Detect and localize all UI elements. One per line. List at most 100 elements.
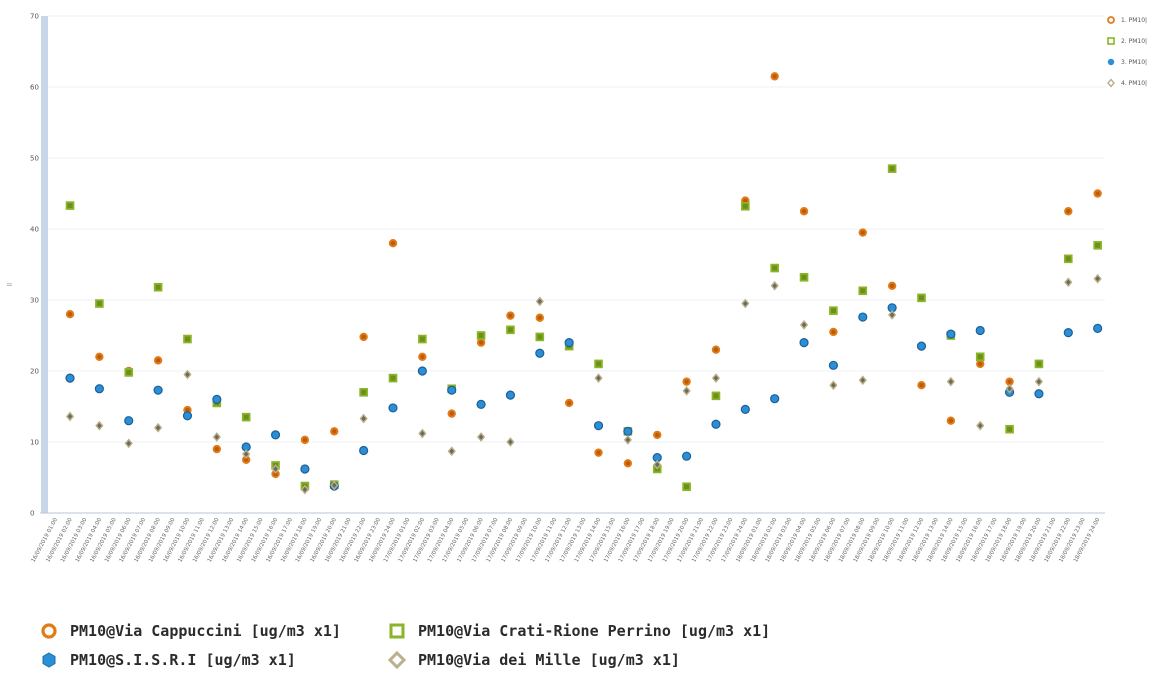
data-point-series-1 (917, 381, 926, 390)
y-tick-label: 60 (30, 84, 39, 92)
data-point-series-1 (212, 444, 222, 454)
data-point-series-2 (153, 282, 163, 292)
data-point-series-1 (799, 207, 809, 216)
data-point-series-2 (1063, 254, 1073, 264)
data-point-series-4 (653, 459, 662, 470)
data-point-series-3 (359, 445, 369, 456)
data-point-series-3 (270, 430, 281, 440)
top-legend-label[interactable]: 4. PM10| (1121, 80, 1147, 87)
top-legend-label[interactable]: 1. PM10| (1121, 17, 1147, 24)
data-point-series-4 (476, 432, 486, 442)
blue-hexagon-icon (42, 652, 56, 668)
data-point-series-4 (300, 484, 310, 495)
data-point-series-1 (65, 310, 75, 319)
data-point-series-1 (95, 352, 104, 361)
legend-item-sisri[interactable]: PM10@S.I.S.R.I [ug/m3 x1] (36, 647, 296, 673)
data-point-series-1 (858, 228, 867, 237)
y-tick-label: 50 (30, 155, 39, 163)
data-point-series-3 (476, 399, 486, 409)
data-point-series-2 (1034, 359, 1044, 369)
data-point-series-1 (418, 352, 427, 361)
data-point-series-2 (1005, 424, 1014, 434)
y-axis-marker: = (6, 280, 13, 289)
data-point-series-4 (1034, 376, 1044, 387)
legend-item-via-dei-mille[interactable]: PM10@Via dei Mille [ug/m3 x1] (384, 647, 680, 673)
y-tick-label: 40 (30, 226, 39, 234)
data-point-series-1 (153, 356, 163, 365)
data-point-series-2 (829, 306, 838, 315)
data-point-series-2 (95, 299, 104, 308)
legend-item-via-crati[interactable]: PM10@Via Crati-Rione Perrino [ug/m3 x1] (384, 618, 770, 644)
data-point-series-1 (564, 398, 574, 408)
data-point-series-4 (1005, 383, 1014, 394)
data-point-series-4 (888, 310, 897, 320)
data-point-series-1 (300, 435, 310, 445)
data-point-series-1 (1064, 207, 1073, 216)
y-tick-label: 70 (30, 13, 39, 21)
top-legend-label[interactable]: 3. PM10| (1121, 59, 1147, 66)
data-point-series-2 (418, 334, 427, 344)
data-point-series-1 (623, 459, 633, 468)
data-point-series-2 (799, 272, 809, 282)
data-point-series-2 (711, 391, 721, 401)
legend-label: PM10@Via Cappuccini [ug/m3 x1] (70, 622, 341, 640)
data-point-series-3 (828, 360, 839, 370)
data-point-series-1 (1093, 189, 1102, 198)
data-point-series-2 (770, 263, 779, 273)
data-point-series-3 (916, 341, 927, 351)
data-point-series-3 (623, 426, 633, 436)
data-point-series-3 (858, 312, 868, 322)
green-square-icon (389, 623, 405, 639)
data-point-series-4 (682, 385, 691, 396)
data-point-series-4 (506, 437, 515, 447)
data-point-series-1 (770, 72, 779, 81)
data-point-series-1 (829, 327, 838, 337)
data-point-series-4 (183, 369, 192, 380)
legend-item-via-cappuccini[interactable]: PM10@Via Cappuccini [ug/m3 x1] (36, 618, 341, 644)
data-point-series-4 (418, 428, 427, 439)
data-point-series-2 (388, 373, 398, 383)
data-point-series-2 (1093, 241, 1102, 250)
data-point-series-3 (505, 390, 516, 400)
data-point-series-4 (242, 449, 251, 459)
data-point-series-2 (476, 331, 486, 340)
data-point-series-1 (946, 416, 956, 425)
data-point-series-4 (1064, 277, 1073, 288)
data-point-series-2 (917, 293, 926, 303)
data-point-series-4 (330, 480, 339, 491)
legend-label: PM10@S.I.S.R.I [ug/m3 x1] (70, 651, 296, 669)
y-tick-labels: 0 10 20 30 40 50 60 70 (30, 13, 39, 518)
data-point-series-3 (124, 416, 134, 426)
top-legend-label[interactable]: 2. PM10| (1121, 38, 1147, 45)
data-point-series-2 (506, 325, 515, 335)
data-point-series-2 (594, 359, 603, 369)
data-point-series-3 (1034, 389, 1044, 399)
data-point-series-2 (124, 368, 134, 377)
data-point-series-2 (535, 332, 545, 342)
data-point-series-2 (741, 201, 750, 211)
data-point-series-3 (388, 403, 398, 413)
chart-background (0, 0, 1165, 612)
top-legend-marker (1107, 16, 1115, 24)
data-point-series-1 (976, 359, 985, 369)
data-point-series-3 (975, 325, 985, 336)
data-point-series-2 (65, 201, 75, 210)
data-point-series-3 (300, 464, 310, 474)
data-point-series-4 (711, 373, 721, 383)
data-point-series-1 (359, 332, 368, 342)
y-tick-label: 30 (30, 297, 39, 305)
legend-label: PM10@Via dei Mille [ug/m3 x1] (418, 651, 680, 669)
data-point-series-2 (887, 164, 897, 173)
data-point-series-2 (682, 482, 691, 492)
y-axis-bar (41, 16, 48, 513)
data-point-series-4 (741, 298, 750, 309)
data-point-series-4 (124, 438, 133, 449)
data-point-series-4 (65, 411, 75, 422)
data-point-series-2 (241, 412, 251, 422)
data-point-series-4 (799, 319, 809, 330)
data-point-series-4 (946, 376, 955, 387)
data-point-series-2 (858, 286, 868, 296)
data-point-series-1 (887, 281, 897, 290)
data-point-series-2 (183, 334, 192, 344)
